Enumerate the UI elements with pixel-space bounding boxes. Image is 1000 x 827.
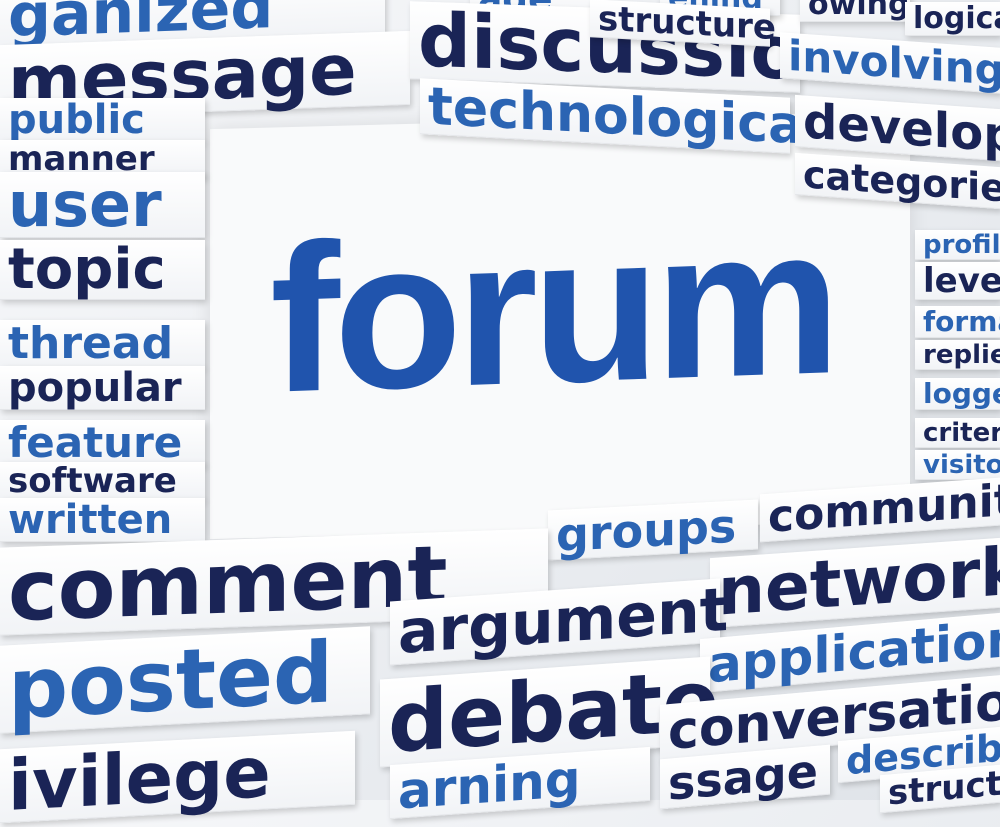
- word-posted: posted: [0, 626, 370, 733]
- word-popular: popular: [0, 366, 205, 410]
- word-format: format: [915, 306, 1000, 338]
- word-replies: replies: [915, 340, 1000, 370]
- word-feature: feature: [0, 420, 205, 466]
- word-profile: profile: [915, 230, 1000, 260]
- word-ivilege: ivilege: [0, 731, 355, 824]
- word-logical: logical: [905, 2, 1000, 36]
- word-structu: structu: [880, 765, 1000, 813]
- word-groups: groups: [548, 499, 758, 560]
- word-criteria: criteria: [915, 418, 1000, 448]
- hero-word: forum: [270, 195, 835, 425]
- word-owing: owing: [800, 0, 910, 22]
- word-software: software: [0, 462, 205, 500]
- word-logged: logged: [915, 378, 1000, 410]
- word-level: level: [915, 262, 1000, 300]
- word-thread: thread: [0, 320, 205, 368]
- word-topic: topic: [0, 240, 205, 300]
- word-written: written: [0, 498, 205, 542]
- word-user: user: [0, 172, 205, 238]
- word-public: public: [0, 98, 205, 142]
- word-structure: structure: [590, 0, 770, 47]
